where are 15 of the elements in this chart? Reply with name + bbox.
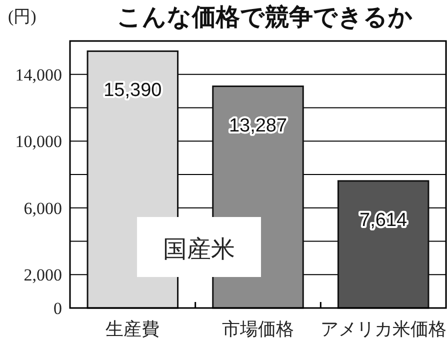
data-label: 15,390 xyxy=(104,80,162,102)
y-tick-label: 6,000 xyxy=(24,198,62,218)
y-tick-label: 14,000 xyxy=(15,65,62,84)
annotation: 国産米 xyxy=(163,236,235,263)
x-tick-label: 市場価格 xyxy=(222,319,294,339)
x-tick-label: 生産費 xyxy=(106,319,160,339)
y-tick-label: 2,000 xyxy=(24,266,62,285)
y-tick-label: 10,000 xyxy=(15,132,62,152)
x-tick-label: アメリカ米価格 xyxy=(320,319,446,339)
data-label: 7,614 xyxy=(360,210,408,231)
data-label: 13,287 xyxy=(228,115,288,136)
y-tick-label: 0 xyxy=(54,299,62,318)
y-axis-title: (円) xyxy=(8,7,36,26)
chart-title: こんな価格で競争できるか xyxy=(117,4,413,31)
bar xyxy=(337,180,430,309)
